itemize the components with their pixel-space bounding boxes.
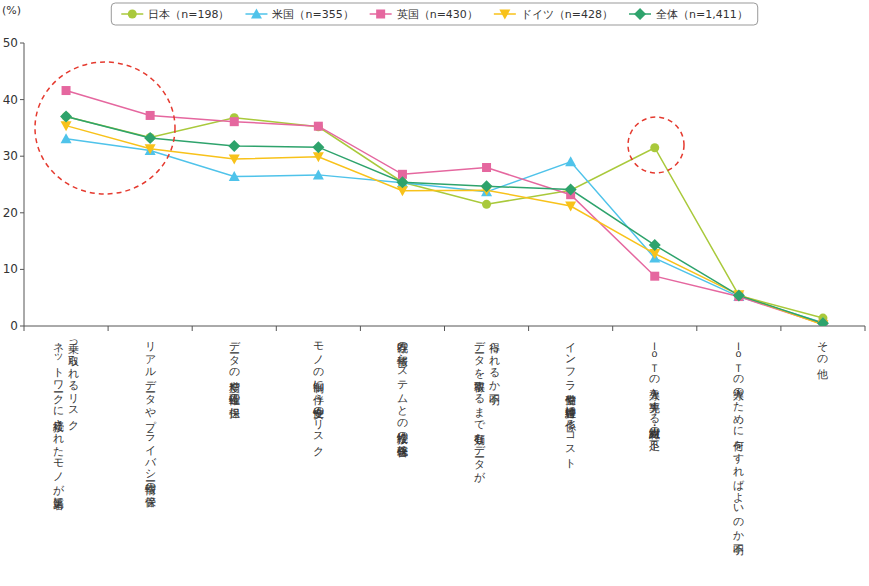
point [144,132,156,144]
highlight-circle [35,62,175,194]
y-tick-label: 50 [3,36,18,50]
legend-item: 英国（n=430） [370,8,478,21]
y-tick [20,99,24,100]
x-tick-label: リアルデータやプライバシー情報の保管 [143,334,158,488]
point [229,171,240,181]
series-line [66,117,823,324]
legend-box [111,3,757,25]
point [649,239,661,251]
x-tick [24,326,25,331]
legend-label: ドイツ（n=428） [521,8,613,21]
y-tick [20,269,24,270]
point [650,143,659,152]
point [62,86,71,95]
point [313,152,324,162]
y-tick-label: 30 [3,149,18,163]
y-tick [20,156,24,157]
point [145,145,156,155]
point [482,163,491,172]
point [733,289,745,301]
x-tick [108,326,109,331]
y-axis-label: (%) [2,4,21,17]
point [61,121,72,131]
y-tick [20,326,24,327]
series-line [66,117,823,318]
x-tick-label: データを取得するまで有効なデータが 得られるか不明 [472,334,502,477]
legend-item: 全体（n=1,411） [629,8,748,21]
legend-label: 英国（n=430） [397,8,478,21]
point [60,111,72,123]
x-tick [696,326,697,331]
point [313,169,324,179]
plot-area [60,86,829,326]
legend-item: 日本（n=198） [121,8,229,21]
x-tick-label: ＩｏＴの導入を先導する組織・人材の不足 [647,334,662,432]
x-tick [780,326,781,331]
legend: 日本（n=198） 米国（n=355） 英国（n=430） ドイツ（n=428） 全体（… [111,3,757,25]
point [565,184,577,196]
x-tick [528,326,529,331]
legend-marker [634,8,646,20]
series-line [66,91,823,325]
y-axis [24,43,25,326]
legend-item: ドイツ（n=428） [494,8,613,21]
x-tick [612,326,613,331]
x-tick [865,326,866,331]
point [146,111,155,120]
x-tick-label: 既存の情報システムとの接続性の確保・統合 [395,334,410,437]
point [145,144,156,154]
y-tick-label: 10 [3,262,18,276]
x-tick-label: データの精度や正確性の担保 [227,334,242,399]
legend-label: 全体（n=1,411） [656,8,748,21]
highlight-circle [628,117,684,173]
point [482,200,491,209]
point [228,140,240,152]
x-tick [276,326,277,331]
point [230,117,239,126]
point [817,317,829,326]
legend-marker [376,10,385,19]
x-tick-label: ネットワークに接続されたモノが第三者に 乗っ取られるリスク [51,334,81,503]
legend-marker [251,9,262,19]
point [565,156,576,166]
legend-marker [499,10,510,20]
x-tick-label: ＩｏＴの導入のために何をすればよいのか不明 [731,334,746,536]
legend-label: 米国（n=355） [272,8,353,21]
series-line [66,126,823,325]
point [312,141,324,153]
point [650,272,659,281]
x-tick [192,326,193,331]
point [396,176,408,188]
legend-item: 米国（n=355） [245,8,353,21]
legend-label: 日本（n=198） [148,8,229,21]
point [314,122,323,131]
x-tick-label: モノの制御に伴う安全性のリスク [311,334,326,451]
point [314,122,323,131]
x-tick [444,326,445,331]
x-tick-label: その他 [815,334,830,360]
point [61,133,72,143]
point [481,180,493,192]
y-tick-label: 20 [3,206,18,220]
y-tick [20,43,24,44]
x-tick [360,326,361,331]
y-tick [20,212,24,213]
x-tick-label: インフラ整備や維持管理に係るコスト [563,334,578,464]
point [565,202,576,212]
legend-marker [128,10,137,19]
chart: {"chart_data": {"type": "line", "y_label… [0,0,869,586]
y-tick-label: 40 [3,93,18,107]
point [229,155,240,165]
series-line [66,139,823,323]
y-tick-label: 0 [10,319,18,333]
